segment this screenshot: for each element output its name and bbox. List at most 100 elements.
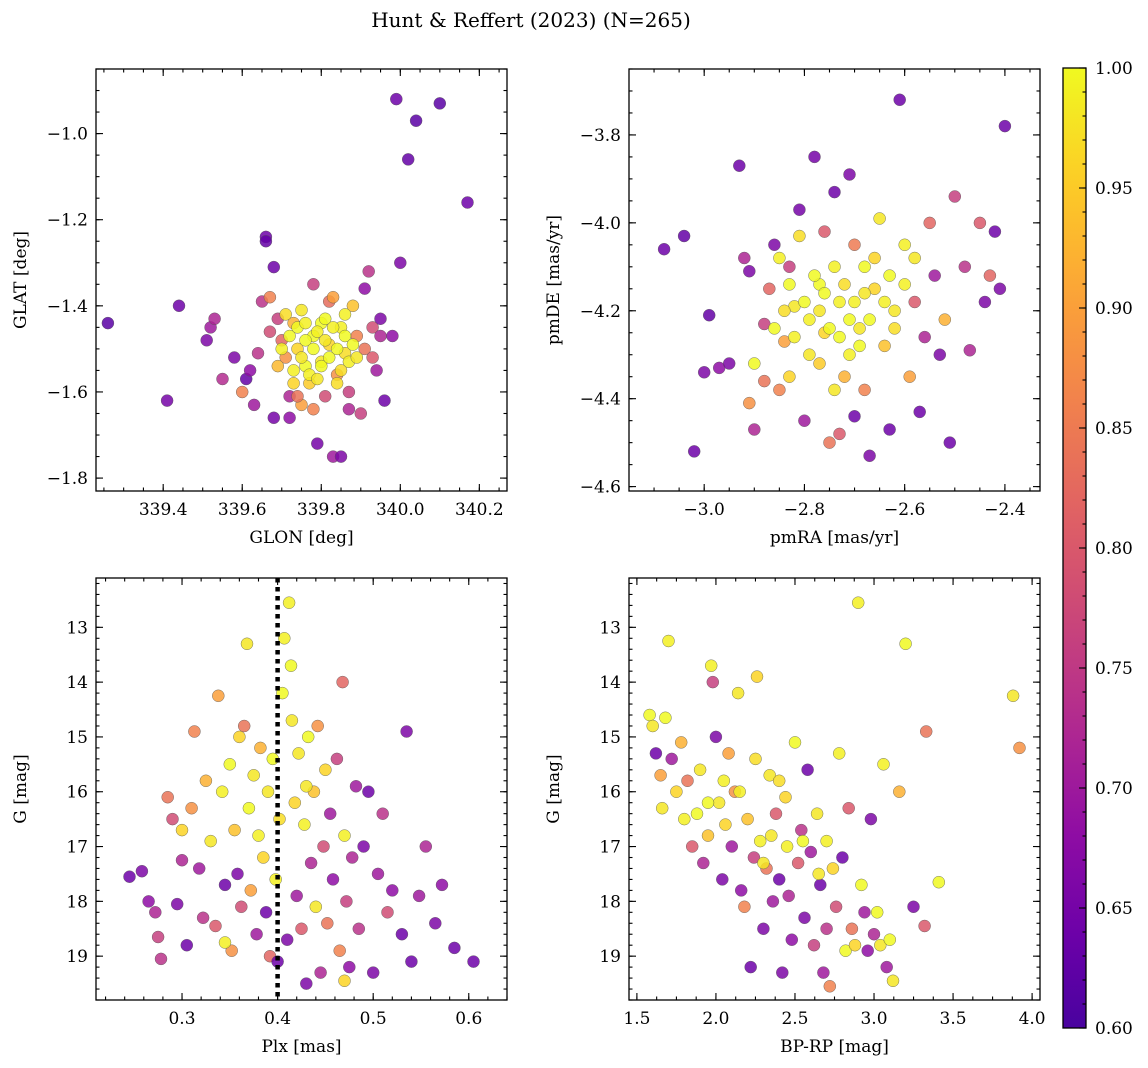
scatter-point xyxy=(311,372,324,386)
scatter-point xyxy=(386,329,399,343)
scatter-point xyxy=(958,260,971,273)
y-tick-label: 15 xyxy=(66,728,88,748)
scatter-point xyxy=(657,242,671,256)
scatter-point xyxy=(362,785,375,798)
scatter-point xyxy=(257,851,270,864)
scatter-point xyxy=(334,364,348,377)
scatter-point xyxy=(733,159,746,172)
scatter-point xyxy=(757,856,770,870)
scatter-point xyxy=(247,398,261,412)
scatter-point xyxy=(419,840,432,853)
scatter-point xyxy=(697,856,710,870)
scatter-point xyxy=(773,251,786,265)
scatter-point xyxy=(798,911,811,924)
scatter-point xyxy=(358,342,371,356)
x-tick-label: −3.0 xyxy=(684,500,725,520)
scatter-point xyxy=(251,347,265,360)
scatter-point xyxy=(833,427,846,441)
scatter-point xyxy=(855,878,868,892)
scatter-point xyxy=(433,97,446,110)
scatter-point xyxy=(766,895,780,908)
scatter-point xyxy=(151,930,165,944)
scatter-point xyxy=(235,385,249,399)
scatter-point xyxy=(298,818,311,831)
scatter-point xyxy=(334,450,348,463)
scatter-point xyxy=(848,295,861,309)
scatter-point xyxy=(319,312,332,325)
scatter-point xyxy=(918,919,931,933)
scatter-point xyxy=(323,351,336,364)
scatter-point xyxy=(376,807,389,820)
scatter-point xyxy=(240,637,254,650)
scatter-point xyxy=(321,917,334,930)
scatter-point xyxy=(783,370,796,383)
scatter-point xyxy=(793,203,806,216)
y-tick-label: 14 xyxy=(66,673,88,693)
scatter-point xyxy=(795,823,808,837)
scatter-point xyxy=(352,922,365,935)
axes-frame xyxy=(95,577,508,1001)
y-tick-label: 19 xyxy=(66,947,88,967)
scatter-point xyxy=(801,763,814,776)
scatter-point xyxy=(338,829,351,842)
scatter-point xyxy=(725,840,738,853)
y-tick-label: −1.8 xyxy=(47,469,88,489)
scatter-point xyxy=(813,357,826,370)
scatter-point xyxy=(779,791,792,804)
scatter-point xyxy=(778,304,791,317)
scatter-point xyxy=(874,939,887,952)
scatter-point xyxy=(731,686,745,700)
scatter-point xyxy=(374,329,387,343)
scatter-point xyxy=(338,974,351,987)
scatter-point xyxy=(175,854,189,867)
scatter-point xyxy=(467,955,480,968)
scatter-point xyxy=(405,955,418,968)
scatter-point xyxy=(654,769,667,782)
scatter-point xyxy=(271,359,284,373)
colorbar-tick-label: 0.80 xyxy=(1095,539,1133,559)
scatter-point xyxy=(920,725,933,738)
scatter-point xyxy=(135,865,149,878)
colorbar-ticks: 0.60 0.65 0.70 0.75 0.80 0.85 0.90 0.95 1.00 xyxy=(1079,59,1133,1039)
y-tick-label: 17 xyxy=(599,838,621,858)
scatter-point xyxy=(782,889,795,903)
scatter-point xyxy=(309,900,322,913)
scatter-point xyxy=(326,291,340,304)
scatter-point xyxy=(370,364,383,377)
scatter-point xyxy=(913,405,926,419)
scatter-point xyxy=(828,260,841,273)
colorbar-tick-label: 0.70 xyxy=(1095,779,1133,799)
scatter-point xyxy=(788,330,801,344)
scatter-point xyxy=(662,634,675,648)
scatter-point xyxy=(259,906,273,919)
scatter-point xyxy=(873,212,886,225)
scatter-point xyxy=(242,802,256,815)
scatter-point xyxy=(783,278,796,291)
scatter-point xyxy=(748,423,761,436)
scatter-point xyxy=(698,366,711,379)
scatter-point xyxy=(200,334,213,347)
scatter-point xyxy=(765,829,778,842)
scatter-point xyxy=(317,840,330,853)
scatter-point xyxy=(763,282,776,295)
scatter-point xyxy=(750,670,764,683)
scatter-point xyxy=(343,960,356,974)
y-tick-label: 17 xyxy=(66,838,88,858)
x-tick-label: 0.6 xyxy=(455,1009,482,1029)
scatter-point xyxy=(311,325,324,338)
scatter-point xyxy=(908,295,921,309)
y-axis-label: pmDE [mas/yr] xyxy=(544,215,564,345)
scatter-point xyxy=(709,730,723,744)
scatter-point xyxy=(880,960,893,974)
scatter-point xyxy=(843,313,856,326)
scatter-point xyxy=(701,796,715,809)
scatter-point xyxy=(853,322,866,335)
scatter-point xyxy=(435,878,449,892)
scatter-point xyxy=(893,93,906,107)
scatter-point xyxy=(983,269,997,282)
scatter-point xyxy=(810,807,824,820)
scatter-point xyxy=(170,897,184,911)
scatter-point xyxy=(848,939,862,952)
scatter-point xyxy=(237,719,251,733)
scatter-point xyxy=(149,906,162,919)
